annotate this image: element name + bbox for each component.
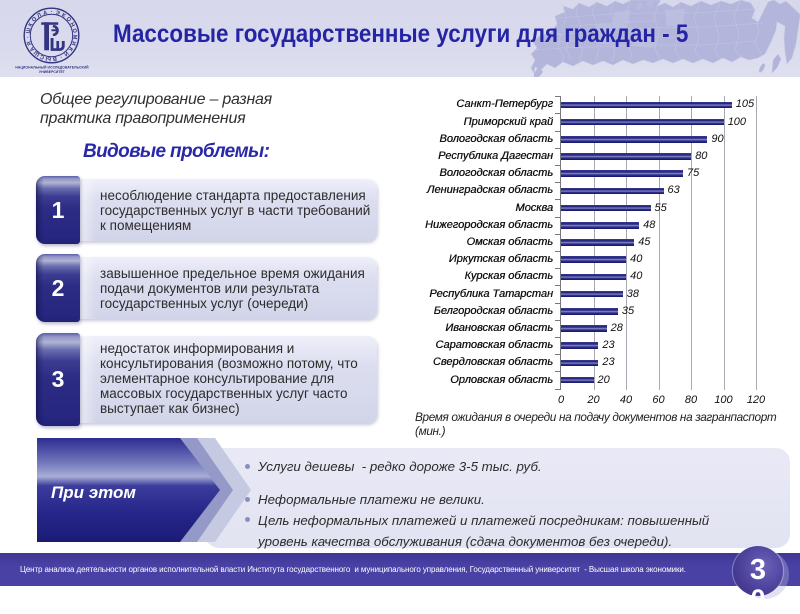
svg-text:Я: Я — [26, 40, 33, 46]
svg-text:К: К — [60, 12, 67, 19]
svg-text:А: А — [29, 45, 36, 52]
svg-text:Ш: Ш — [33, 49, 41, 57]
svg-text:К: К — [66, 46, 73, 53]
svg-text:М: М — [71, 35, 77, 40]
svg-text:А: А — [43, 10, 49, 17]
svg-text:Н: Н — [68, 22, 75, 28]
svg-text:·: · — [58, 53, 62, 59]
svg-text:К: К — [28, 22, 35, 28]
svg-text:В: В — [52, 55, 57, 61]
svg-text:·: · — [51, 10, 53, 16]
svg-text:УНИВЕРСИТЕТ: УНИВЕРСИТЕТ — [39, 70, 65, 74]
svg-text:Э: Э — [55, 10, 60, 17]
svg-text:О: О — [31, 16, 39, 24]
svg-text:С: С — [39, 53, 45, 60]
svg-text:О: О — [71, 28, 78, 34]
svg-text:И: И — [63, 50, 70, 57]
svg-text:О: О — [65, 16, 73, 24]
svg-text:·: · — [26, 36, 32, 38]
svg-text:НАЦИОНАЛЬНЫЙ ИССЛЕДОВАТЕЛЬСКИЙ: НАЦИОНАЛЬНЫЙ ИССЛЕДОВАТЕЛЬСКИЙ — [15, 66, 89, 70]
svg-text:Ы: Ы — [45, 55, 52, 62]
svg-text:И: И — [70, 40, 77, 46]
svg-text:Ш: Ш — [26, 27, 33, 34]
svg-text:Л: Л — [36, 12, 43, 19]
